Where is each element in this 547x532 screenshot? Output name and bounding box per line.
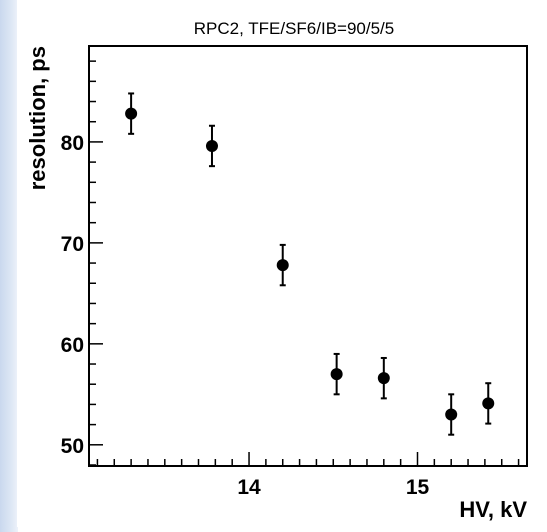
data-point xyxy=(125,92,138,135)
chart-panel: RPC2, TFE/SF6/IB=90/5/5 50 60 70 80 14 15 re… xyxy=(17,0,547,527)
point-marker xyxy=(125,107,138,120)
x-tick-label: 14 xyxy=(237,476,261,499)
y-tick-label: 60 xyxy=(61,334,84,357)
point-marker xyxy=(482,397,495,410)
data-points xyxy=(125,92,495,436)
data-point xyxy=(482,382,495,425)
x-axis-ticks xyxy=(96,452,520,466)
plot-frame xyxy=(88,45,528,467)
data-point xyxy=(377,356,390,400)
x-tick-label: 15 xyxy=(406,476,430,499)
y-axis-ticks xyxy=(89,60,103,466)
point-marker xyxy=(445,408,458,421)
y-axis-label: resolution, ps xyxy=(25,46,50,190)
point-marker xyxy=(330,368,343,381)
point-marker xyxy=(377,372,390,385)
x-axis-tick-labels: 14 15 xyxy=(237,476,429,499)
data-point xyxy=(330,352,343,396)
y-tick-label: 70 xyxy=(61,233,84,256)
point-marker xyxy=(276,259,289,272)
y-axis-tick-labels: 50 60 70 80 xyxy=(61,132,84,458)
scatter-plot: RPC2, TFE/SF6/IB=90/5/5 50 60 70 80 14 15 re… xyxy=(25,19,528,522)
y-tick-label: 80 xyxy=(61,132,84,155)
data-point xyxy=(276,243,289,287)
chart-title: RPC2, TFE/SF6/IB=90/5/5 xyxy=(194,19,394,38)
y-tick-label: 50 xyxy=(61,435,84,458)
point-marker xyxy=(205,139,218,152)
x-axis-label: HV, kV xyxy=(459,497,527,522)
data-point xyxy=(445,393,458,436)
data-point xyxy=(205,124,218,168)
